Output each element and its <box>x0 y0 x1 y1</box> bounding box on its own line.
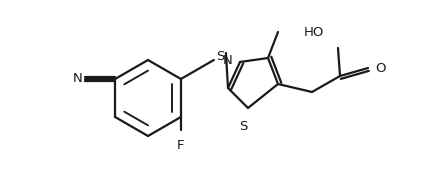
Text: N: N <box>223 54 233 68</box>
Text: S: S <box>239 120 247 133</box>
Text: O: O <box>375 61 385 75</box>
Text: S: S <box>216 50 224 63</box>
Text: F: F <box>177 139 185 152</box>
Text: HO: HO <box>304 26 324 38</box>
Text: N: N <box>73 72 83 86</box>
